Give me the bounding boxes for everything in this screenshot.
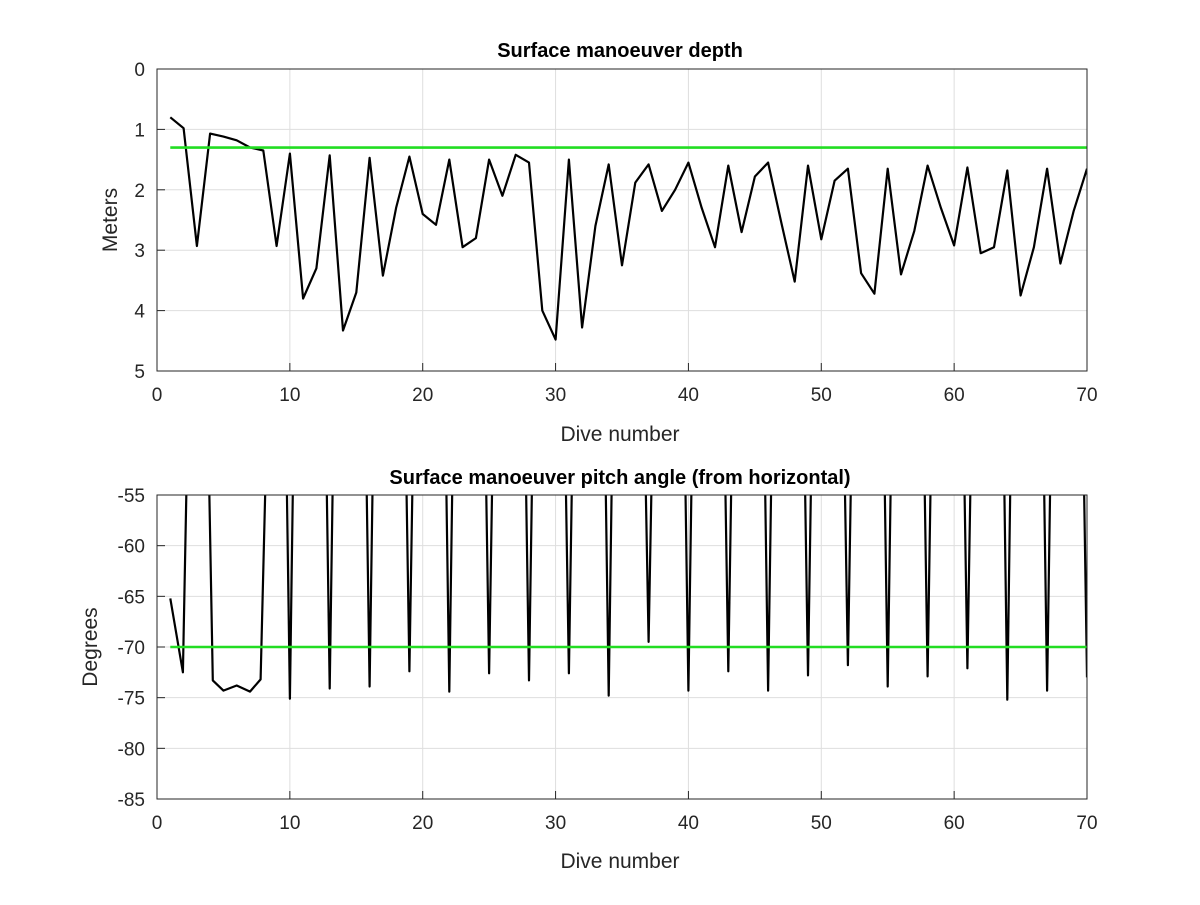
depth-chart-ticks: 0 10 20 30 40 50 60 70 0 1 2 3 4 5 — [134, 60, 1097, 406]
depth-chart-y-tick-label: 2 — [134, 181, 145, 202]
pitch-chart-x-tick-label: 20 — [412, 813, 433, 834]
depth-chart-x-tick-label: 0 — [152, 385, 163, 406]
depth-chart-y-tick-label: 0 — [134, 60, 145, 81]
pitch-chart-frame — [156, 494, 1088, 800]
depth-chart-title: Surface manoeuver depth — [497, 40, 743, 62]
pitch-chart-x-tick-label: 30 — [545, 813, 566, 834]
pitch-chart-x-tick-label: 60 — [944, 813, 965, 834]
depth-chart-x-tick-label: 60 — [944, 385, 965, 406]
pitch-chart-title: Surface manoeuver pitch angle (from hori… — [389, 467, 850, 489]
depth-chart-series-line — [169, 116, 1087, 341]
pitch-chart-x-tick-label: 0 — [152, 813, 163, 834]
depth-chart-y-tick-label: 5 — [134, 362, 145, 383]
depth-chart-x-tick-label: 30 — [545, 385, 566, 406]
depth-chart-x-tick-label: 10 — [279, 385, 300, 406]
pitch-chart-y-tick-label: -85 — [118, 790, 145, 811]
depth-chart: Surface manoeuver depth Dive number Mete… — [99, 40, 1098, 446]
pitch-chart-series-line — [169, 495, 1087, 701]
depth-chart-x-tick-label: 50 — [811, 385, 832, 406]
pitch-chart: Surface manoeuver pitch angle (from hori… — [79, 467, 1098, 873]
pitch-chart-y-tick-label: -65 — [118, 587, 145, 608]
pitch-chart-x-tick-label: 50 — [811, 813, 832, 834]
pitch-chart-y-tick-label: -75 — [118, 689, 145, 710]
pitch-chart-y-tick-label: -60 — [118, 537, 145, 558]
depth-chart-x-tick-label: 20 — [412, 385, 433, 406]
depth-chart-x-tick-label: 40 — [678, 385, 699, 406]
depth-chart-ylabel: Meters — [99, 188, 122, 252]
pitch-chart-ticks: 0 10 20 30 40 50 60 70 -55 -60 -65 -70 -75 -80 -85 — [118, 486, 1098, 834]
depth-chart-frame — [156, 68, 1088, 372]
pitch-chart-y-tick-label: -55 — [118, 486, 145, 507]
depth-chart-marks — [169, 116, 1087, 341]
depth-chart-y-tick-label: 4 — [134, 302, 145, 323]
pitch-chart-x-tick-label: 70 — [1076, 813, 1097, 834]
depth-chart-x-tick-label: 70 — [1076, 385, 1097, 406]
depth-chart-y-tick-label: 1 — [134, 120, 145, 141]
depth-chart-y-tick-label: 3 — [134, 241, 145, 262]
pitch-chart-x-tick-label: 40 — [678, 813, 699, 834]
pitch-chart-ylabel: Degrees — [79, 607, 102, 686]
pitch-chart-y-tick-label: -70 — [118, 638, 145, 659]
pitch-chart-marks — [169, 495, 1087, 701]
pitch-chart-y-tick-label: -80 — [118, 739, 145, 760]
pitch-chart-xlabel: Dive number — [560, 850, 679, 873]
pitch-chart-x-tick-label: 10 — [279, 813, 300, 834]
depth-chart-xlabel: Dive number — [560, 423, 679, 446]
